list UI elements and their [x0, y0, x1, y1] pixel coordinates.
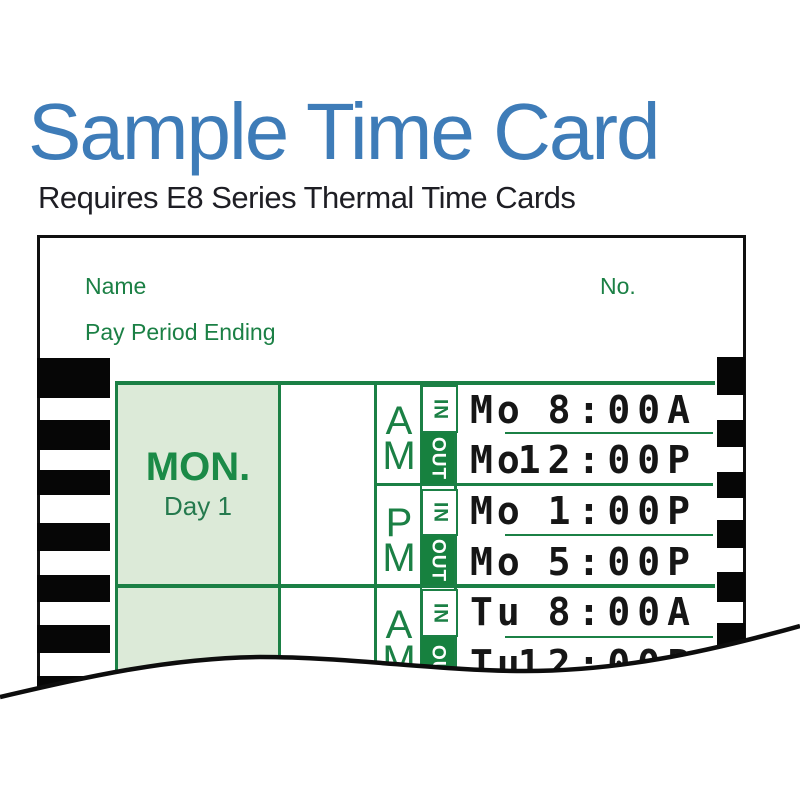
- am-label-day1: AM: [377, 399, 421, 469]
- timing-mark-right: [717, 357, 745, 395]
- page-title: Sample Time Card: [28, 87, 660, 176]
- page-subtitle: Requires E8 Series Thermal Time Cards: [38, 180, 576, 215]
- punch-row: Mo 1:00P: [457, 486, 713, 534]
- punch-time: 8:00A: [547, 590, 697, 634]
- punch-row: Mo 8:00A: [457, 385, 713, 433]
- day-cell-right-rule: [278, 382, 281, 702]
- in-label-pm-day1: IN: [421, 489, 458, 536]
- day-cell-tuesday: [118, 588, 278, 703]
- punch-row: Mo 12:00P: [457, 435, 713, 483]
- timing-mark-right: [717, 520, 745, 548]
- timing-mark-left: [37, 420, 110, 450]
- out-label-am-day2: OUT: [421, 637, 454, 697]
- punch-day: Tu: [470, 590, 524, 634]
- punch-row: Tu 12:00P: [457, 639, 713, 687]
- day-number: Day 1: [164, 490, 232, 521]
- am-label-day2: AM: [377, 603, 421, 673]
- punch-day: Mo: [470, 540, 524, 584]
- punch-time: 12:00P: [517, 438, 697, 482]
- in-label-am-day1: IN: [421, 385, 458, 433]
- timing-mark-right: [717, 472, 745, 498]
- punch-row: Mo 5:00P: [457, 537, 713, 585]
- timing-mark-left: [37, 676, 110, 698]
- table-left-rule: [115, 382, 118, 702]
- timing-mark-right: [717, 420, 745, 447]
- out-label-pm-day1: OUT: [421, 536, 454, 585]
- timing-mark-left: [37, 358, 110, 398]
- name-field-label: Name: [85, 273, 147, 299]
- number-field-label: No.: [600, 273, 636, 299]
- punch-row: Tu 8:00A: [457, 587, 713, 635]
- timing-mark-left: [37, 625, 110, 653]
- punch-time: 1:00P: [547, 489, 697, 533]
- pm-label-day1: PM: [377, 501, 421, 571]
- timing-mark-right: [717, 623, 745, 653]
- timing-mark-left: [37, 523, 110, 551]
- day-abbr: MON.: [145, 444, 251, 489]
- punch-time: 12:00P: [517, 642, 697, 686]
- day-separator-rule: [115, 584, 715, 588]
- pay-period-label: Pay Period Ending: [85, 319, 276, 345]
- punch-underline: [505, 432, 713, 434]
- timing-mark-left: [37, 575, 110, 602]
- punch-time: 8:00A: [547, 388, 697, 432]
- am-pm-separator-rule: [374, 483, 713, 486]
- time-col-rule: [454, 382, 457, 702]
- period-col-rule: [374, 382, 377, 702]
- in-label-am-day2: IN: [421, 589, 458, 637]
- table-top-rule: [115, 381, 715, 385]
- punch-day: Tu: [470, 642, 524, 686]
- out-label-am-day1: OUT: [421, 433, 454, 484]
- day-cell-monday: MON. Day 1: [118, 385, 278, 584]
- punch-underline: [505, 636, 713, 638]
- timing-mark-left: [37, 470, 110, 495]
- punch-time: 5:00P: [547, 540, 697, 584]
- punch-day: Mo: [470, 388, 524, 432]
- punch-underline: [505, 534, 713, 536]
- timing-mark-right: [717, 572, 745, 602]
- punch-day: Mo: [470, 489, 524, 533]
- punch-day: Mo: [470, 438, 524, 482]
